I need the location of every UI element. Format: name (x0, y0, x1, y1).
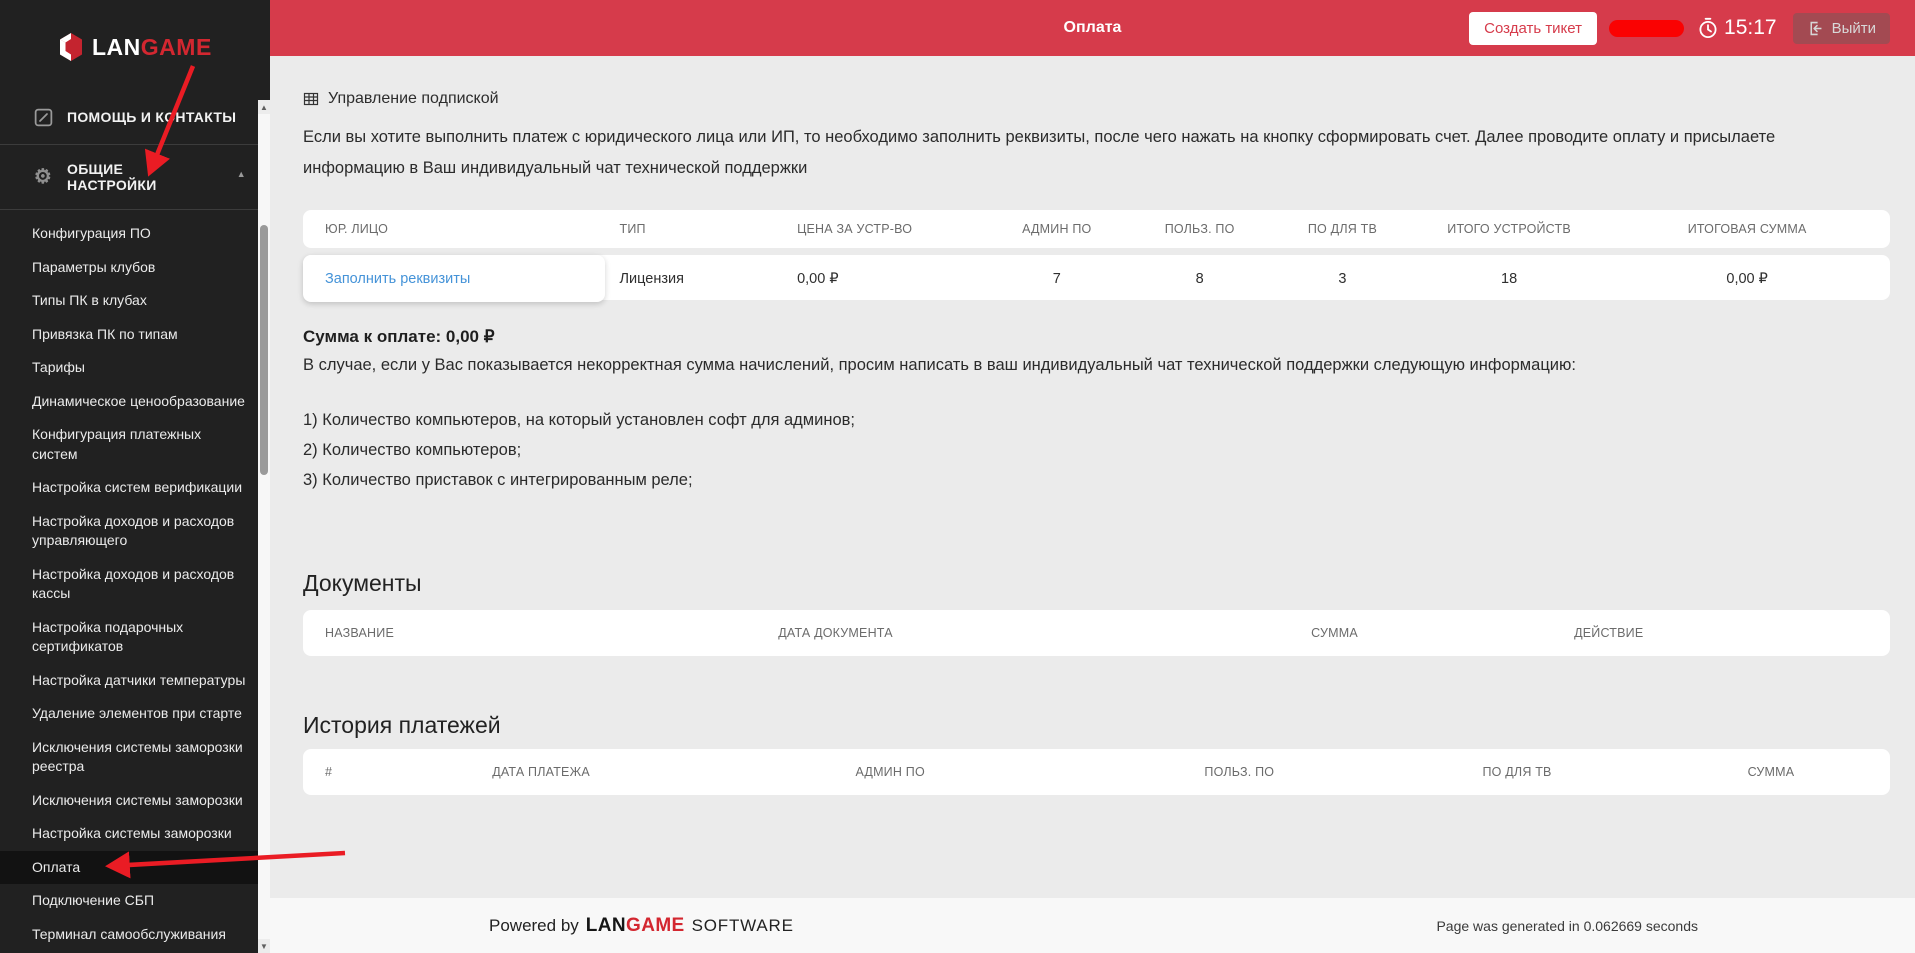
column-header: ПО ДЛЯ ТВ (1307, 222, 1377, 236)
column-header: # (325, 765, 333, 779)
column-header: ДАТА ПЛАТЕЖА (492, 765, 590, 779)
sidebar-item-label: ПОМОЩЬ И КОНТАКТЫ (67, 109, 237, 125)
sidebar-scrollbar[interactable]: ▲ ▼ (258, 100, 270, 953)
sidebar-item-general-settings[interactable]: ⚙ ОБЩИЕ НАСТРОЙКИ ▲ (0, 145, 258, 209)
legal-entity-cell: Заполнить реквизиты (303, 255, 605, 302)
time-label: 15:17 (1724, 16, 1777, 39)
langame-logo[interactable]: LANGAME (0, 0, 258, 62)
sidebar-item-podarochnye-sertifikaty[interactable]: Настройка подарочных сертификатов (32, 618, 184, 655)
scrollbar-thumb[interactable] (260, 225, 268, 475)
sidebar-submenu: Конфигурация ПО Параметры клубов Типы ПК… (0, 210, 258, 951)
logo-text: LANGAME (92, 33, 212, 60)
documents-table-header: НАЗВАНИЕ ДАТА ДОКУМЕНТА СУММА ДЕЙСТВИЕ (303, 610, 1890, 656)
subscription-table-row: Заполнить реквизиты Лицензия 0,00 ₽ 7 8 … (303, 255, 1890, 302)
logout-icon (1807, 20, 1824, 37)
sidebar-divider (0, 209, 258, 210)
fill-requisites-link[interactable]: Заполнить реквизиты (325, 270, 471, 287)
column-header: ЮР. ЛИЦО (325, 222, 389, 236)
total-sum-cell: 0,00 ₽ (1726, 270, 1768, 287)
subscription-description: Если вы хотите выполнить платеж с юридич… (303, 128, 1776, 177)
sidebar-item-dinamicheskoe-cenoobrazovanie[interactable]: Динамическое ценообразование (32, 392, 245, 409)
column-header: СУММА (1311, 626, 1358, 640)
sidebar-item-datchiki-temperatury[interactable]: Настройка датчики температуры (32, 671, 246, 688)
column-header: СУММА (1747, 765, 1795, 779)
column-header: ТИП (619, 222, 646, 236)
list-item: 2) Количество компьютеров; (303, 441, 522, 459)
sidebar-item-podklyuchenie-sbp[interactable]: Подключение СБП (32, 892, 155, 908)
admin-po-cell: 7 (1052, 270, 1061, 287)
redacted-badge (1609, 19, 1685, 37)
column-header: ПОЛЬЗ. ПО (1204, 765, 1275, 779)
sidebar-item-konfiguraciya-platezhnyh-sistem[interactable]: Конфигурация платежных систем (32, 426, 202, 462)
column-header: АДМИН ПО (1022, 222, 1092, 236)
column-header: АДМИН ПО (855, 765, 925, 779)
user-po-cell: 8 (1195, 270, 1204, 287)
sidebar-item-terminal[interactable]: Терминал самообслуживания (32, 925, 226, 942)
subscription-heading: Управление подпиской (303, 90, 1890, 108)
support-note: В случае, если у Вас показывается некорр… (303, 356, 1576, 374)
generation-time: Page was generated in 0.062669 seconds (1436, 917, 1698, 934)
column-header: ЦЕНА ЗА УСТР-ВО (797, 222, 913, 236)
sidebar-item-parametry-klubov[interactable]: Параметры клубов (32, 258, 156, 275)
sidebar-item-isklyucheniya-reestra[interactable]: Исключения системы заморозки реестра (32, 738, 243, 775)
gear-icon: ⚙ (33, 166, 53, 188)
clock-icon (1698, 17, 1718, 39)
footer-brand-logo: LANGAME (585, 914, 685, 936)
powered-by: Powered by LANGAME SOFTWARE (489, 914, 794, 936)
sidebar-item-help-contacts[interactable]: ПОМОЩЬ И КОНТАКТЫ (0, 90, 258, 144)
documents-heading: Документы (303, 570, 422, 596)
scroll-down-icon[interactable]: ▼ (258, 939, 270, 953)
clock: 15:17 (1698, 16, 1777, 40)
sidebar-item-dohody-upravlyayushchego[interactable]: Настройка доходов и расходов управляющег… (32, 512, 235, 549)
type-cell: Лицензия (619, 270, 684, 287)
column-header: ИТОГО УСТРОЙСТВ (1447, 222, 1571, 236)
main-content: Управление подпиской Если вы хотите выпо… (270, 56, 1915, 898)
create-ticket-button[interactable]: Создать тикет (1469, 11, 1598, 45)
price-cell: 0,00 ₽ (797, 270, 839, 287)
sidebar-divider (0, 144, 258, 145)
sidebar-item-tarify[interactable]: Тарифы (32, 359, 85, 375)
hexagon-logo-icon (58, 32, 84, 62)
tv-po-cell: 3 (1338, 270, 1347, 287)
column-header: ДАТА ДОКУМЕНТА (778, 626, 893, 640)
sidebar-item-privyazka-pk[interactable]: Привязка ПК по типам (32, 325, 178, 342)
sidebar-item-dohody-kassy[interactable]: Настройка доходов и расходов кассы (32, 565, 235, 602)
page-title: Оплата (1063, 19, 1122, 36)
total-devices-cell: 18 (1501, 270, 1518, 287)
table-grid-icon (303, 91, 319, 107)
support-info-list: 1) Количество компьютеров, на который ус… (303, 411, 1890, 490)
list-item: 1) Количество компьютеров, на который ус… (303, 411, 856, 429)
logout-label: Выйти (1831, 19, 1876, 37)
sidebar-item-tipy-pk[interactable]: Типы ПК в клубах (32, 292, 147, 308)
column-header: ИТОГОВАЯ СУММА (1687, 222, 1807, 236)
scroll-up-icon[interactable]: ▲ (258, 100, 270, 114)
column-header: НАЗВАНИЕ (325, 626, 394, 640)
edit-square-icon (32, 106, 54, 128)
payment-history-table-header: # ДАТА ПЛАТЕЖА АДМИН ПО ПОЛЬЗ. ПО ПО ДЛЯ… (303, 749, 1890, 795)
caret-up-icon: ▲ (236, 169, 246, 179)
payment-history-heading: История платежей (303, 712, 501, 738)
sidebar-item-sistemy-verifikacii[interactable]: Настройка систем верификации (32, 479, 243, 495)
column-header: ДЕЙСТВИЕ (1574, 626, 1644, 640)
topbar: Оплата Создать тикет 15:17 Выйт (270, 0, 1915, 56)
column-header: ПОЛЬЗ. ПО (1164, 222, 1235, 236)
subscription-table-header: ЮР. ЛИЦО ТИП ЦЕНА ЗА УСТР-ВО АДМИН ПО ПО… (303, 210, 1890, 248)
sidebar-item-isklyucheniya-zamorozki[interactable]: Исключения системы заморозки (32, 791, 243, 808)
logout-button[interactable]: Выйти (1792, 12, 1890, 44)
list-item: 3) Количество приставок с интегрированны… (303, 471, 693, 489)
sidebar-item-oplata-active[interactable]: Оплата (0, 850, 258, 884)
amount-due: Сумма к оплате: 0,00 ₽ (303, 327, 495, 346)
sidebar-item-udalenie-elementov[interactable]: Удаление элементов при старте (32, 705, 242, 721)
footer: Powered by LANGAME SOFTWARE Page was gen… (270, 898, 1915, 953)
sidebar-item-label: ОБЩИЕ НАСТРОЙКИ (67, 161, 157, 193)
sidebar-item-konfiguraciya-po[interactable]: Конфигурация ПО (32, 225, 151, 241)
sidebar-item-sistema-zamorozki[interactable]: Настройка системы заморозки (32, 825, 232, 841)
sidebar: LANGAME ПОМОЩЬ И КОНТАКТЫ ⚙ ОБЩИЕ НАСТРО… (0, 0, 270, 953)
column-header: ПО ДЛЯ ТВ (1482, 765, 1552, 779)
